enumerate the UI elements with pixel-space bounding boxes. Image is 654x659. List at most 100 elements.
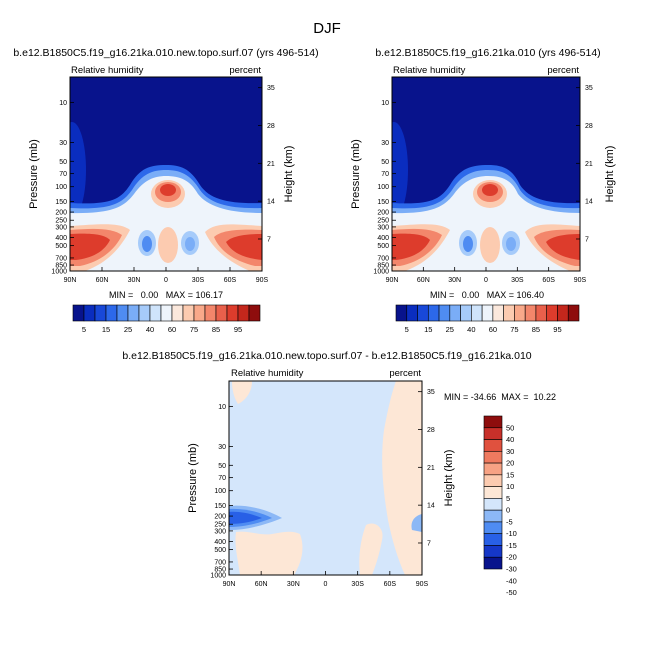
panel-c-colorbar-swatch-9 [483,521,503,534]
panel-c-y2tick-label-1: 28 [427,427,435,434]
panel-b-stats: MIN = 0.00 MAX = 106.40 [430,290,544,300]
panel-b-right-label: percent [547,65,579,76]
panel-b-dry-nh-2 [506,237,516,251]
panel-a-colorbar-swatch-14 [226,304,239,322]
panel-c-ytick-label-2: 50 [218,463,226,470]
panel-b-y2tick-label-2: 21 [585,161,593,168]
panel-a-y2tick-label-2: 21 [267,161,275,168]
panel-b-ytick-label-5: 150 [377,199,389,206]
panel-c-colorbar-label-14: -50 [506,588,517,597]
panel-b-ytick-label-4: 100 [377,184,389,191]
panel-b-band-3 [392,176,580,271]
panel-a-y2tick-label-3: 14 [267,199,275,206]
panel-a-dry-sh-2 [142,236,152,252]
panel-a-colorbar-swatch-16 [248,304,261,322]
panel-b-polar-patch [392,122,408,218]
panel-b-y2tick-label-3: 14 [585,199,593,206]
panel-c-xtick-label-1: 60N [255,581,268,588]
panel-a-colorbar-label-7: 95 [234,325,242,334]
panel-c-colorbar-swatch-0 [483,415,503,429]
panel-c-colorbar-swatch-2 [483,439,503,452]
panel-b-colorbar-swatch-3 [427,304,440,322]
panel-c: b.e12.B1850C5.f19_g16.21ka.010.new.topo.… [122,350,556,597]
panel-b-colorbar-swatch-7 [471,304,483,322]
panel-a-ytick-label-5: 150 [55,199,67,206]
panel-c-colorbar-swatch-1 [483,427,503,440]
panel-c-y2tick-label-2: 21 [427,465,435,472]
panel-c-ytick-label-4: 100 [214,488,226,495]
panel-b-colorbar-swatch-8 [481,304,494,322]
panel-a-colorbar-swatch-15 [237,304,250,322]
panel-b-colorbar-label-6: 85 [532,325,540,334]
panel-b-y2label: Height (km) [604,146,616,203]
panel-a-colorbar-swatch-5 [127,304,140,322]
panel-c-y2label: Height (km) [443,450,455,507]
panel-c-colorbar-label-6: 5 [506,494,510,503]
panel-c-patch-low-nh [235,531,303,575]
panel-b-colorbar-swatch-16 [567,304,580,322]
panel-c-dry-sh-edge [411,514,422,532]
panel-a-colorbar-swatch-1 [83,304,96,322]
panel-b-nh-moist-3 [546,234,580,260]
panel-a-xtick-label-5: 60S [224,277,237,284]
panel-c-xtick-label-6: 90S [416,581,429,588]
panel-b-itcz [480,227,500,263]
panel-b-xtick-label-1: 60N [417,277,430,284]
panel-a-ytick-label-8: 300 [55,224,67,231]
panel-a-colorbar-swatch-10 [182,304,195,322]
panel-a: b.e12.B1850C5.f19_g16.21ka.010.new.topo.… [13,47,318,334]
panel-c-ytick-label-10: 500 [214,547,226,554]
panel-b-ytick-label-13: 1000 [373,269,389,276]
panel-b-colorbar-label-1: 15 [424,325,432,334]
panel-b-colorbar-swatch-1 [406,304,418,322]
panel-a-ytick-label-3: 70 [59,171,67,178]
panel-c-colorbar-label-11: -20 [506,553,517,562]
panel-a-trop-3 [160,184,176,196]
panel-b: b.e12.B1850C5.f19_g16.21ka.010 (yrs 496-… [350,47,616,334]
panel-a-colorbar-swatch-0 [72,304,85,322]
panel-a-xtick-label-4: 30S [192,277,205,284]
panel-a-colorbar-label-0: 5 [82,325,86,334]
panel-c-colorbar-label-0: 50 [506,423,514,432]
panel-a-right-label: percent [229,65,261,76]
panel-c-colorbar-label-4: 15 [506,470,514,479]
panel-b-colorbar-label-2: 25 [446,325,454,334]
panel-b-ytick-label-12: 850 [377,263,389,270]
panel-a-xtick-label-2: 30N [128,277,141,284]
panel-a-colorbar-swatch-4 [116,304,129,322]
panel-a-colorbar-label-3: 40 [146,325,154,334]
panel-c-ytick-label-13: 1000 [210,573,226,580]
panel-a-y2tick-label-4: 7 [267,236,271,243]
panel-c-ytick-label-11: 700 [214,559,226,566]
panel-a-y2label: Height (km) [283,146,295,203]
panel-c-colorbar-swatch-12 [483,556,503,570]
panel-c-patch-top-nh [232,381,252,404]
panel-c-xtick-label-4: 30S [351,581,364,588]
panel-c-colorbar-label-13: -40 [506,576,517,585]
panel-c-xtick-label-0: 90N [223,581,236,588]
panel-b-colorbar-swatch-13 [535,304,548,322]
panel-b-contour-field [392,77,580,271]
panel-b-xtick-label-4: 30S [511,277,524,284]
panel-b-xtick-label-2: 30N [448,277,461,284]
panel-b-colorbar-swatch-10 [503,304,515,322]
panel-a-left-label: Relative humidity [71,65,144,76]
panel-c-ytick-label-12: 850 [214,567,226,574]
panel-a-colorbar-swatch-8 [160,304,173,322]
panel-c-colorbar-label-3: 20 [506,459,514,468]
panel-a-y2tick-label-1: 28 [267,123,275,130]
panel-b-left-label: Relative humidity [393,65,466,76]
panel-c-title: b.e12.B1850C5.f19_g16.21ka.010.new.topo.… [122,350,531,362]
panel-b-ytick-label-3: 70 [381,171,389,178]
panel-c-colorbar-label-12: -30 [506,565,517,574]
panel-a-xtick-label-1: 60N [96,277,109,284]
panel-c-colorbar-label-5: 10 [506,482,514,491]
panel-a-colorbar-label-2: 25 [124,325,132,334]
panel-b-trop-3 [482,184,498,196]
panel-c-colorbar-swatch-4 [483,462,503,476]
panel-b-sh-moist-3 [392,233,430,260]
panel-b-colorbar-swatch-9 [492,304,504,322]
panel-a-ytick-label-9: 400 [55,235,67,242]
panel-c-colorbar-label-7: 0 [506,506,510,515]
